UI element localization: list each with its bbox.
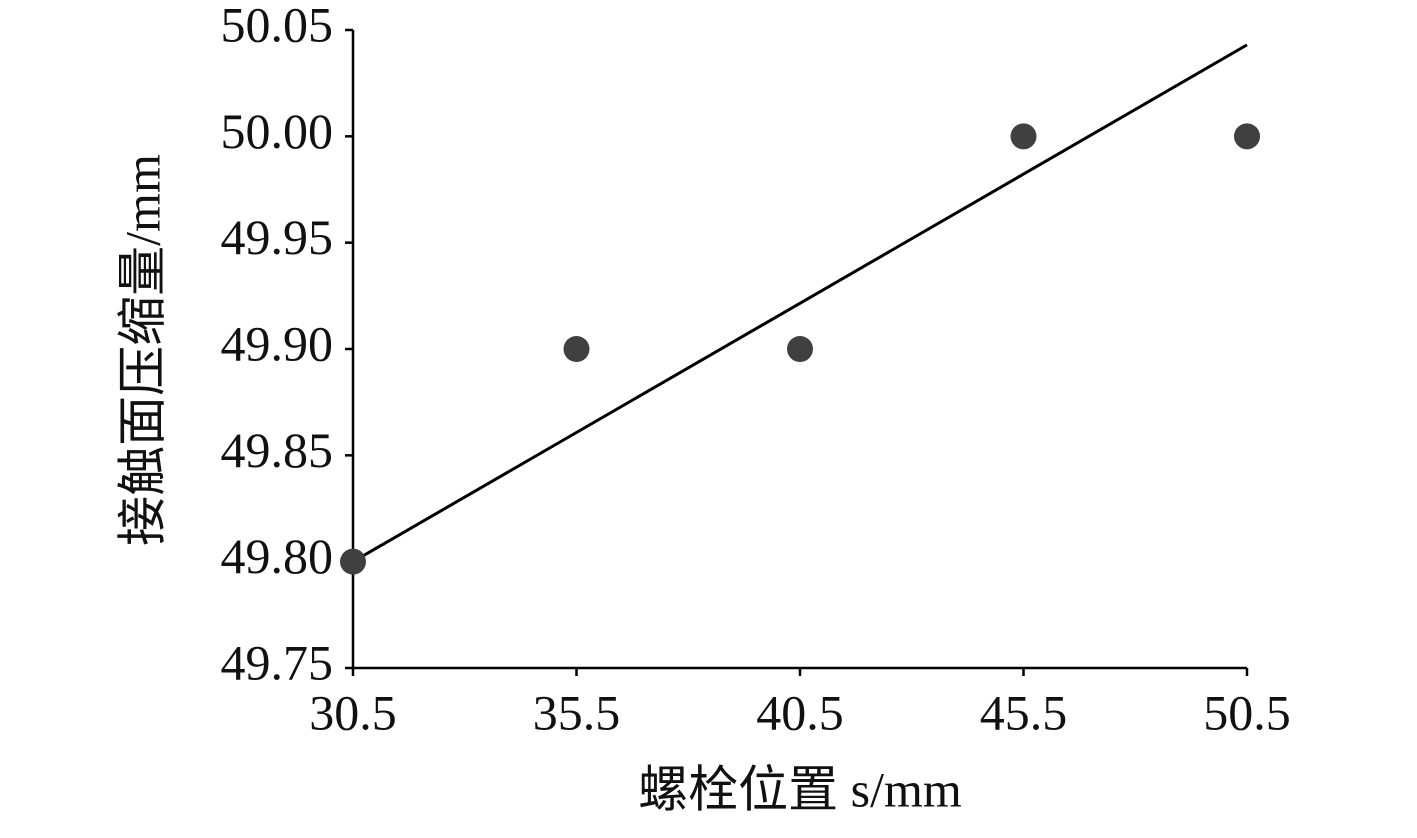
x-tick-label: 50.5 — [1203, 684, 1291, 740]
y-axis-label: 接触面压缩量/mm — [114, 154, 170, 546]
y-tick-label: 50.05 — [221, 0, 334, 52]
x-axis-label: 螺栓位置 s/mm — [638, 761, 962, 817]
x-tick-label: 45.5 — [980, 684, 1068, 740]
point — [563, 336, 590, 362]
y-tick-label: 49.90 — [221, 315, 334, 371]
y-tick-label: 49.75 — [221, 634, 334, 690]
point — [1234, 123, 1260, 150]
trend-line — [352, 43, 1248, 563]
point — [787, 336, 813, 362]
y-tick-label: 50.00 — [221, 103, 334, 159]
x-tick-label: 35.5 — [533, 684, 621, 740]
point — [1010, 123, 1037, 150]
x-tick-label: 40.5 — [756, 684, 844, 740]
y-tick-label: 49.95 — [221, 209, 334, 265]
y-tick-label: 49.85 — [221, 422, 334, 478]
y-tick-label: 49.80 — [221, 528, 334, 584]
point — [340, 548, 366, 575]
x-tick-label: 30.5 — [309, 684, 397, 740]
